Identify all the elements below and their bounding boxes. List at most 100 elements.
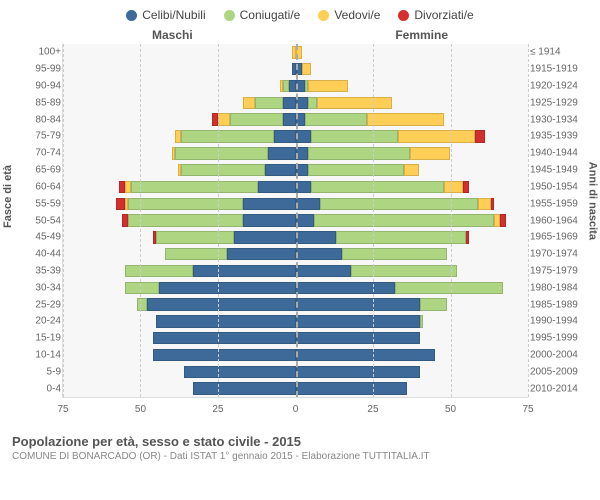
bar-segment-single: [296, 231, 336, 243]
birth-year-label: 1950-1954: [530, 181, 588, 192]
female-bar: [296, 44, 529, 61]
bar-segment-married: [255, 97, 283, 109]
bar-segment-single: [296, 248, 343, 260]
male-bar: [63, 363, 296, 380]
bar-segment-single: [296, 181, 312, 193]
birth-year-label: 1990-1994: [530, 316, 588, 327]
birth-year-label: 1945-1949: [530, 165, 588, 176]
bar-segment-widowed: [444, 181, 463, 193]
bar-segment-single: [296, 298, 420, 310]
age-group-label: 40-44: [13, 249, 61, 260]
male-bar: [63, 61, 296, 78]
male-bar: [63, 94, 296, 111]
male-bar: [63, 195, 296, 212]
age-group-label: 10-14: [13, 350, 61, 361]
legend-item: Divorziati/e: [398, 8, 473, 22]
bar-segment-divorced: [116, 198, 125, 210]
bar-segment-married: [311, 130, 398, 142]
bar-segment-single: [296, 332, 420, 344]
age-group-label: 80-84: [13, 114, 61, 125]
male-bar: [63, 111, 296, 128]
birth-year-label: 1980-1984: [530, 282, 588, 293]
birth-year-label: 2005-2009: [530, 366, 588, 377]
birth-year-label: 1915-1919: [530, 64, 588, 75]
bar-segment-married: [175, 147, 268, 159]
bar-segment-widowed: [367, 113, 444, 125]
female-bar: [296, 61, 529, 78]
legend: Celibi/NubiliConiugati/eVedovi/eDivorzia…: [0, 0, 600, 28]
bar-segment-single: [283, 97, 295, 109]
female-bar: [296, 94, 529, 111]
birth-year-label: ≤ 1914: [530, 47, 588, 58]
bar-segment-married: [420, 315, 423, 327]
female-label: Femmine: [395, 28, 448, 42]
male-bar: [63, 279, 296, 296]
female-bar: [296, 296, 529, 313]
bar-segment-married: [308, 164, 404, 176]
female-bar: [296, 111, 529, 128]
bar-segment-single: [283, 113, 295, 125]
bar-segment-widowed: [243, 97, 255, 109]
male-bar: [63, 380, 296, 397]
female-bar: [296, 313, 529, 330]
male-bar: [63, 145, 296, 162]
age-group-label: 35-39: [13, 265, 61, 276]
age-group-label: 90-94: [13, 81, 61, 92]
bar-segment-married: [336, 231, 466, 243]
age-group-label: 45-49: [13, 232, 61, 243]
legend-label: Celibi/Nubili: [142, 8, 205, 22]
age-group-label: 85-89: [13, 97, 61, 108]
bar-segment-divorced: [466, 231, 469, 243]
gridline: [528, 44, 529, 397]
bar-segment-widowed: [302, 63, 311, 75]
male-bar: [63, 128, 296, 145]
bar-segment-married: [125, 265, 193, 277]
plot-area: 100+≤ 191495-991915-191990-941920-192485…: [62, 44, 528, 398]
birth-year-label: 1965-1969: [530, 232, 588, 243]
bar-segment-married: [137, 298, 146, 310]
gridline: [373, 44, 374, 397]
birth-year-label: 2000-2004: [530, 350, 588, 361]
birth-year-label: 1970-1974: [530, 249, 588, 260]
x-tick-label: 25: [367, 404, 378, 415]
bar-segment-widowed: [317, 97, 391, 109]
male-bar: [63, 44, 296, 61]
bar-segment-widowed: [410, 147, 450, 159]
legend-item: Celibi/Nubili: [126, 8, 205, 22]
male-bar: [63, 330, 296, 347]
male-bar: [63, 162, 296, 179]
bar-segment-married: [308, 97, 317, 109]
male-bar: [63, 296, 296, 313]
bar-segment-single: [153, 349, 296, 361]
female-bar: [296, 246, 529, 263]
gridline: [140, 44, 141, 397]
female-bar: [296, 128, 529, 145]
bar-segment-married: [230, 113, 283, 125]
age-group-label: 75-79: [13, 131, 61, 142]
x-tick-label: 50: [135, 404, 146, 415]
age-group-label: 55-59: [13, 198, 61, 209]
bar-segment-single: [296, 130, 312, 142]
bar-segment-married: [320, 198, 478, 210]
bar-segment-married: [351, 265, 456, 277]
bar-segment-single: [153, 332, 296, 344]
male-bar: [63, 229, 296, 246]
bar-segment-married: [314, 214, 494, 226]
birth-year-label: 1920-1924: [530, 81, 588, 92]
gridline: [218, 44, 219, 397]
bar-segment-single: [234, 231, 296, 243]
age-group-label: 100+: [13, 47, 61, 58]
chart-title: Popolazione per età, sesso e stato civil…: [12, 434, 588, 449]
bar-segment-single: [227, 248, 295, 260]
female-bar: [296, 78, 529, 95]
female-bar: [296, 279, 529, 296]
female-bar: [296, 330, 529, 347]
chart-footer: Popolazione per età, sesso e stato civil…: [0, 428, 600, 462]
bar-segment-widowed: [478, 198, 490, 210]
bar-segment-widowed: [218, 113, 230, 125]
bar-segment-single: [184, 366, 296, 378]
bar-segment-married: [128, 198, 243, 210]
female-bar: [296, 212, 529, 229]
age-group-label: 65-69: [13, 165, 61, 176]
birth-year-label: 1930-1934: [530, 114, 588, 125]
